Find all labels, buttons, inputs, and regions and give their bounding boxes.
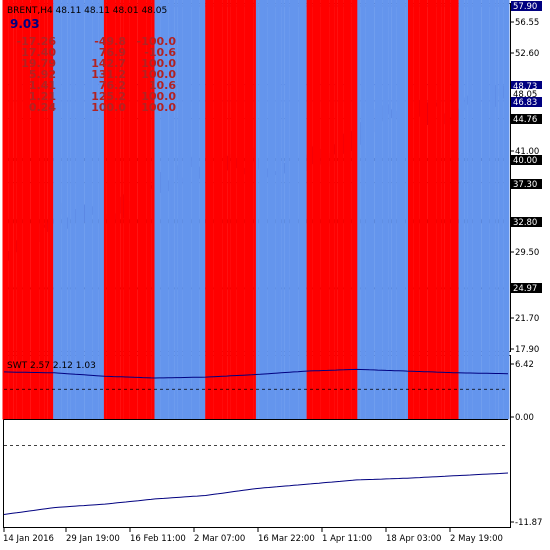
stats-cell: 0.24 [29, 101, 56, 114]
stats-cell: 100.0 [141, 68, 176, 81]
stats-cell: 5.92 [29, 68, 56, 81]
time-tick: 18 Apr 03:00 [386, 534, 441, 544]
level-tag: 46.83 [513, 98, 537, 108]
price-tick: 41.00 [515, 147, 539, 157]
level-tags: 57.90 48.73 48.05 46.83 44.76 40.00 37.3… [511, 1, 542, 294]
sub-window-label: SWT 2.57 2.12 1.03 [7, 361, 96, 371]
stats-cell: -17.26 [17, 35, 57, 48]
stats-cell: -49.8 [94, 35, 126, 48]
stats-cell: 100.0 [141, 90, 176, 103]
stats-cell: 1.41 [29, 79, 56, 92]
stats-cell: 1.21 [29, 90, 56, 103]
price-tick: 52.60 [515, 49, 539, 59]
time-tick: 16 Mar 22:00 [258, 534, 315, 544]
stats-cell: -100.0 [137, 35, 177, 48]
time-tick: 29 Jan 19:00 [66, 534, 120, 544]
level-tag: 24.97 [513, 284, 537, 294]
stats-cell: 125.2 [91, 90, 126, 103]
level-tag: 57.90 [513, 2, 537, 12]
stats-cell: 100.0 [141, 101, 176, 114]
level-tag: 48.73 [513, 82, 537, 92]
sub-axis: 6.42 0.00 -11.87 [510, 360, 542, 528]
stats-cell: 100.0 [91, 101, 126, 114]
time-tick: 2 May 19:00 [450, 534, 503, 544]
sub-envelope-lower [3, 472, 509, 515]
time-axis: 14 Jan 2016 29 Jan 19:00 16 Feb 11:00 2 … [3, 528, 503, 544]
sub-window-layer [2, 0, 510, 515]
sub-tick: 0.00 [515, 413, 534, 423]
big-value: 9.03 [10, 17, 40, 31]
symbol-line: BRENT,H4 48.11 48.11 48.01 48.05 [7, 6, 167, 16]
sub-envelope-upper [3, 368, 509, 379]
level-tag: 37.30 [513, 180, 537, 190]
sub-tick: -11.87 [515, 518, 542, 528]
stats-cell: -10.6 [144, 46, 176, 59]
time-tick: 16 Feb 11:00 [130, 534, 186, 544]
stats-cell: 142.7 [91, 57, 126, 70]
level-tag: 48.05 [513, 90, 537, 100]
stats-cell: 10.6 [149, 79, 176, 92]
time-tick: 2 Mar 07:00 [194, 534, 245, 544]
price-tick: 17.90 [515, 345, 539, 355]
stats-cell: 131.2 [91, 68, 126, 81]
stats-table: -17.26 -49.8 -100.0 17.40 76.9 -10.6 19.… [17, 35, 177, 114]
stats-cell: 19.79 [21, 57, 56, 70]
price-tick: 29.50 [515, 248, 539, 258]
stats-cell: 17.40 [21, 46, 56, 59]
price-tick: 21.70 [515, 314, 539, 324]
stats-cell: 76.9 [99, 46, 126, 59]
time-tick: 1 Apr 11:00 [322, 534, 372, 544]
level-tag: 32.80 [513, 218, 537, 228]
time-tick: 14 Jan 2016 [3, 534, 54, 544]
price-tick: 56.55 [515, 18, 539, 28]
price-axis: 56.55 52.60 41.00 29.50 21.70 17.90 [510, 18, 539, 355]
sub-tick: 6.42 [515, 360, 534, 370]
stats-cell: 100.0 [141, 57, 176, 70]
level-tag: 40.00 [513, 156, 537, 166]
stats-cell: 76.2 [99, 79, 126, 92]
level-tag: 44.76 [513, 115, 537, 125]
